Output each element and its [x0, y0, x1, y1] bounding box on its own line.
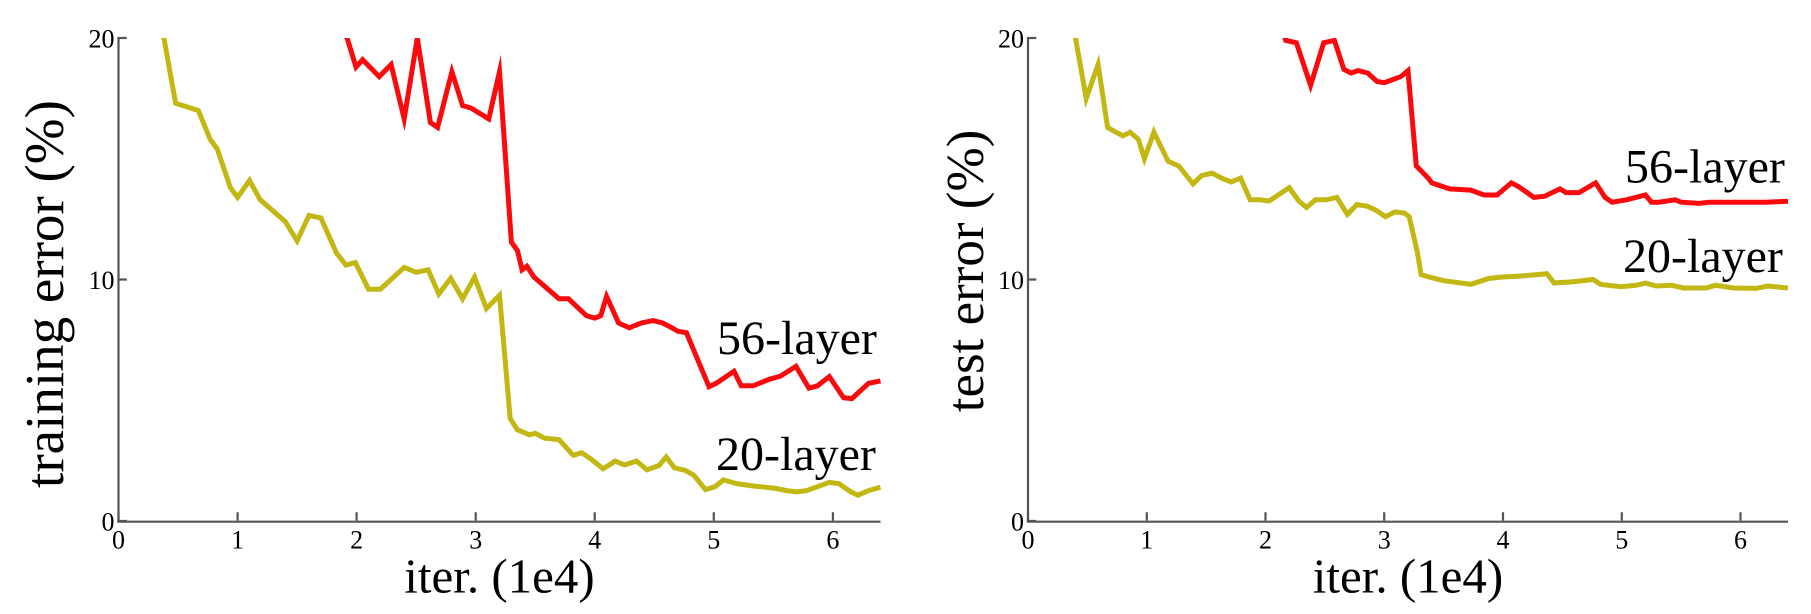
svg-text:3: 3: [1378, 526, 1391, 555]
svg-text:iter. (1e4): iter. (1e4): [1313, 549, 1503, 604]
svg-text:56-layer: 56-layer: [717, 312, 877, 365]
svg-text:0: 0: [102, 508, 115, 537]
svg-text:0: 0: [1011, 508, 1024, 537]
svg-text:20-layer: 20-layer: [716, 428, 876, 481]
svg-text:20-layer: 20-layer: [1623, 230, 1783, 283]
svg-text:20: 20: [89, 25, 115, 54]
svg-text:4: 4: [1497, 526, 1510, 555]
svg-text:5: 5: [1615, 526, 1628, 555]
svg-text:2: 2: [350, 526, 363, 555]
svg-text:2: 2: [1259, 526, 1272, 555]
svg-text:1: 1: [1140, 526, 1153, 555]
svg-text:training error (%): training error (%): [14, 100, 75, 488]
svg-text:6: 6: [826, 526, 839, 555]
svg-text:1: 1: [231, 526, 244, 555]
svg-text:6: 6: [1734, 526, 1747, 555]
svg-text:iter. (1e4): iter. (1e4): [404, 549, 594, 604]
svg-text:5: 5: [707, 526, 720, 555]
svg-text:3: 3: [469, 526, 482, 555]
svg-text:test error (%): test error (%): [937, 130, 995, 413]
svg-text:20: 20: [998, 25, 1024, 54]
svg-text:0: 0: [112, 526, 125, 555]
svg-text:4: 4: [588, 526, 601, 555]
svg-text:10: 10: [89, 266, 115, 295]
svg-text:10: 10: [998, 266, 1024, 295]
svg-text:56-layer: 56-layer: [1625, 141, 1785, 194]
svg-text:0: 0: [1022, 526, 1035, 555]
